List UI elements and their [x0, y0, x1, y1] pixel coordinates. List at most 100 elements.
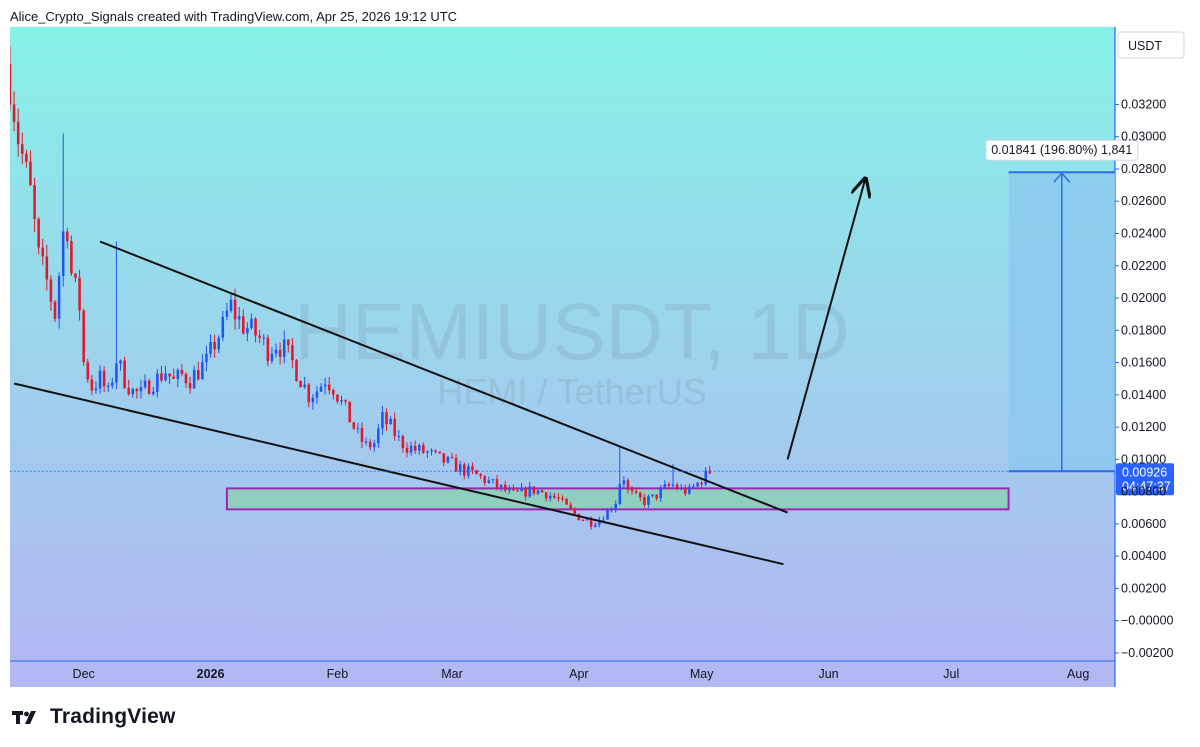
candle-body [679, 487, 683, 489]
candle-body [536, 490, 540, 494]
candle-body [12, 104, 16, 122]
candle-body [164, 373, 167, 381]
candle-body [508, 488, 511, 491]
candle-body [37, 218, 40, 248]
candle-body [675, 484, 679, 489]
candle-body [282, 339, 286, 357]
candle-body [512, 488, 515, 491]
candle-body [94, 388, 98, 391]
candle-body [246, 327, 249, 334]
candle-body [291, 345, 294, 361]
chart-container[interactable]: HEMIUSDT, 1D HEMI / TetherUS 0.01841 (19… [8, 27, 1188, 687]
tradingview-logo[interactable]: TradingView [12, 705, 176, 729]
candle-body [688, 486, 691, 494]
candle-body [651, 494, 654, 497]
candle-body [352, 422, 356, 429]
time-scale: Dec 2026 Feb Mar Apr May Jun Jul Aug [73, 667, 1090, 681]
candle-body [258, 335, 261, 338]
candle-body [499, 484, 503, 488]
candle-body [475, 470, 478, 475]
currency-label-box[interactable] [1117, 31, 1185, 59]
candle-body [33, 185, 36, 219]
candle-body [364, 441, 368, 443]
candle-body [229, 299, 233, 311]
price-tick-label: 0.03200 [1121, 97, 1166, 111]
last-price-countdown: 04:47:37 [1122, 479, 1171, 493]
time-axis-panel[interactable] [10, 661, 1115, 687]
candle-body [405, 447, 409, 453]
candle-body [348, 401, 351, 423]
candle-body [287, 339, 290, 346]
time-tick-label: Dec [73, 667, 95, 681]
time-tick-label: Aug [1067, 667, 1089, 681]
candle-body [659, 487, 662, 499]
target-measure-arrowhead [1053, 172, 1071, 183]
candle-body [49, 279, 53, 302]
candle-body [393, 418, 396, 437]
candle-body [135, 388, 139, 392]
price-tick-label: 0.00600 [1121, 517, 1166, 531]
price-chart[interactable]: HEMIUSDT, 1D HEMI / TetherUS 0.01841 (19… [8, 27, 1188, 687]
candle-body [667, 484, 671, 487]
candle-body [442, 453, 446, 463]
candle-body [254, 318, 257, 336]
chart-attribution: Alice_Crypto_Signals created with Tradin… [10, 9, 458, 24]
candle-body [557, 497, 560, 499]
time-tick-label: Feb [327, 667, 349, 681]
candle-body [319, 386, 323, 392]
currency-label: USDT [1128, 39, 1162, 53]
candle-body [634, 491, 638, 493]
price-tick-label: 0.01800 [1121, 323, 1166, 337]
candle-body [250, 318, 253, 328]
candle-body [274, 349, 278, 354]
candle-body [655, 494, 658, 499]
last-price-value: 0.00926 [1122, 465, 1167, 479]
candle-body [225, 310, 229, 317]
lower-trendline [13, 382, 784, 566]
price-tick-label: 0.01200 [1121, 420, 1166, 434]
candle-body [377, 428, 380, 444]
candle-body [381, 412, 384, 429]
candle-body [503, 484, 507, 491]
candle-body [573, 508, 577, 514]
candle-body [323, 384, 327, 387]
candle-body [663, 484, 667, 488]
candle-body [70, 241, 73, 274]
candle-body [139, 386, 143, 392]
candle-body [311, 397, 315, 403]
candle-body [213, 341, 216, 350]
candle-body [151, 391, 155, 394]
candle-body [426, 451, 429, 453]
candle-body [205, 353, 208, 363]
candle-body [176, 369, 180, 379]
candle-body [495, 479, 499, 488]
candle-body [111, 382, 114, 386]
candle-body [299, 381, 302, 388]
candle-body [602, 519, 605, 521]
candle-body [430, 450, 433, 452]
candle-body [295, 360, 298, 382]
price-axis-panel[interactable] [1115, 27, 1188, 687]
price-tick-label: 0.01400 [1121, 388, 1166, 402]
candle-body [471, 466, 474, 471]
time-tick-label: Jul [943, 667, 959, 681]
candle-body [327, 384, 331, 391]
candle-body [483, 476, 487, 483]
candle-body [119, 360, 122, 364]
price-tick-label: 0.02600 [1121, 194, 1166, 208]
candle-body [589, 519, 593, 527]
price-tick-label: 0.00400 [1121, 549, 1166, 563]
candle-body [90, 379, 94, 391]
candle-body [8, 64, 12, 105]
candle-body [156, 373, 159, 392]
candle-body [74, 273, 77, 278]
last-price-badge [1116, 463, 1174, 496]
candles-layer [8, 46, 712, 530]
measure-label-box [985, 139, 1139, 161]
candle-body [332, 390, 335, 395]
candle-body [278, 349, 282, 357]
time-tick-label: May [690, 667, 714, 681]
candle-body [450, 456, 454, 458]
candle-body [123, 360, 126, 388]
